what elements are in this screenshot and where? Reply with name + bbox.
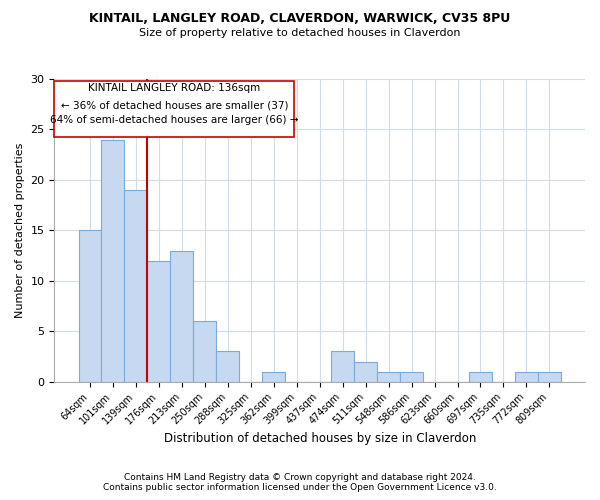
Bar [515,372,538,382]
Bar [469,372,492,382]
Text: ← 36% of detached houses are smaller (37): ← 36% of detached houses are smaller (37… [61,100,288,110]
Text: Contains HM Land Registry data © Crown copyright and database right 2024.: Contains HM Land Registry data © Crown c… [124,474,476,482]
Bar [331,352,354,382]
Bar [124,190,148,382]
Text: 64% of semi-detached houses are larger (66) →: 64% of semi-detached houses are larger (… [50,115,299,125]
Bar [79,230,101,382]
X-axis label: Distribution of detached houses by size in Claverdon: Distribution of detached houses by size … [164,432,476,445]
Text: KINTAIL, LANGLEY ROAD, CLAVERDON, WARWICK, CV35 8PU: KINTAIL, LANGLEY ROAD, CLAVERDON, WARWIC… [89,12,511,26]
Bar [400,372,423,382]
Bar [148,260,170,382]
Bar [538,372,561,382]
Bar [377,372,400,382]
Bar [170,250,193,382]
Text: Contains public sector information licensed under the Open Government Licence v3: Contains public sector information licen… [103,484,497,492]
Bar [354,362,377,382]
Bar [217,352,239,382]
Text: KINTAIL LANGLEY ROAD: 136sqm: KINTAIL LANGLEY ROAD: 136sqm [88,82,260,92]
Text: Size of property relative to detached houses in Claverdon: Size of property relative to detached ho… [139,28,461,38]
Bar [193,321,217,382]
Y-axis label: Number of detached properties: Number of detached properties [15,142,25,318]
Bar [262,372,285,382]
Bar [101,140,124,382]
